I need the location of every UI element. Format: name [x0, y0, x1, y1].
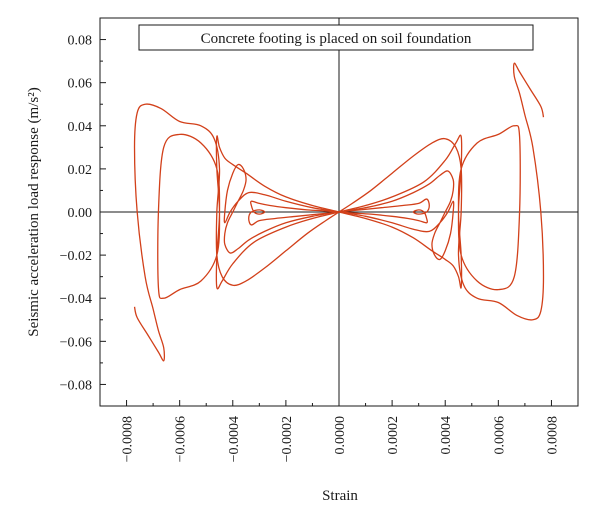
x-tick-label: −0.0004 — [227, 416, 242, 462]
title-box: Concrete footing is placed on soil found… — [138, 24, 534, 51]
title-frame — [138, 24, 534, 51]
y-tick-label: 0.02 — [68, 163, 93, 178]
y-tick-label: 0.08 — [68, 34, 93, 49]
axes-layer: −0.08 −0.06 −0.04 −0.02 0.00 0.02 0.04 0.06 0.08… — [60, 18, 578, 462]
x-tick-label: 0.0006 — [492, 416, 507, 455]
series-line-7 — [338, 198, 430, 224]
x-tick-label: 0.0004 — [439, 416, 454, 455]
y-tick-label: 0.04 — [68, 120, 93, 135]
x-tick-label: −0.0008 — [121, 416, 136, 462]
y-tick-label: 0.00 — [68, 206, 93, 221]
y-tick-label: −0.04 — [60, 292, 92, 307]
x-axis-title: Strain — [322, 488, 358, 504]
series-line-4 — [157, 133, 340, 300]
x-tick-label: −0.0002 — [280, 416, 295, 462]
chart-title: Concrete footing is placed on soil found… — [201, 31, 472, 47]
y-axis-title: Seismic acceleration load response (m/s²… — [26, 87, 42, 336]
x-tick-label: 0.0008 — [545, 416, 560, 455]
y-tick-label: −0.08 — [60, 378, 92, 393]
y-tick-label: −0.06 — [60, 335, 92, 350]
y-tick-label: 0.06 — [68, 77, 93, 92]
series-line-2 — [133, 103, 340, 362]
x-tick-label: 0.0000 — [333, 416, 348, 455]
x-tick-label: −0.0006 — [174, 416, 189, 462]
series-line-6 — [223, 163, 340, 254]
y-tick-label: −0.02 — [60, 249, 92, 264]
series-layer — [133, 62, 545, 362]
series-line-8 — [248, 200, 340, 226]
series-line-5 — [338, 170, 455, 261]
series-line-3 — [338, 124, 521, 291]
x-tick-label: 0.0002 — [386, 416, 401, 455]
series-line-1 — [338, 62, 545, 321]
